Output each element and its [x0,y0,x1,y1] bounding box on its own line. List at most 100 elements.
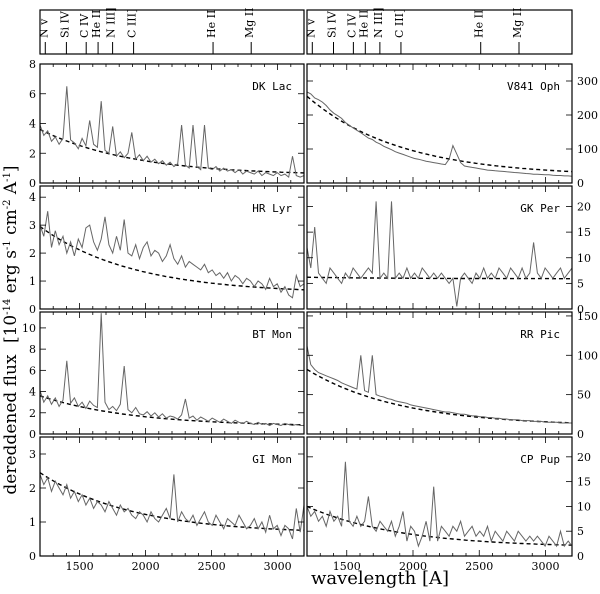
y-tick-label: 3 [29,448,36,461]
line-id-label: C III] [126,9,139,38]
line-id-label: C IV [345,13,358,38]
y-tick-label: 8 [29,58,36,71]
y-tick-label: 50 [577,389,591,402]
panel-v841-oph: 0 100 200 300 V841 Oph [306,63,598,190]
spectrum-line [40,474,304,540]
star-name: GK Per [520,202,560,215]
line-id-label: He II [357,10,370,38]
x-tick-label: 2000 [132,560,160,573]
y-tick-label: 2 [29,407,36,420]
x-tick-label: 1500 [333,560,361,573]
x-tick-label: 2500 [198,560,226,573]
line-id-label: He II [473,10,486,38]
star-name: GI Mon [252,453,292,466]
spectrum-line [307,461,572,548]
x-tick-label: 1500 [66,560,94,573]
line-id-frame [306,9,573,55]
y-tick-label: 0 [577,550,584,563]
y-tick-label: 2 [29,247,36,260]
y-tick-label: 6 [29,364,36,377]
y-tick-label: 10 [577,252,591,265]
y-tick-label: 15 [577,476,591,489]
y-tick-label: 8 [29,343,36,356]
star-name: HR Lyr [252,202,292,215]
line-id-label: He II [205,10,218,38]
spectrum-line [307,91,572,177]
y-tick-label: 15 [577,226,591,239]
y-tick-label: 0 [29,550,36,563]
line-id-label: Si IV [58,10,71,38]
y-tick-label: 4 [29,386,36,399]
line-id-label: N v [37,18,50,38]
y-tick-label: 0 [577,428,584,441]
panel-cp-pup: 1500 2000 2500 3000 0 5 10 15 20 CP Pup [306,436,591,573]
panel-bt-mon: 0 2 4 6 8 10 BT Mon [22,311,305,441]
line-id-label: He II [90,10,103,38]
y-tick-label: 0 [29,177,36,190]
x-tick-label: 2000 [399,560,427,573]
model-curve [307,95,572,173]
model-curve [40,395,304,426]
x-tick-label: 3000 [532,560,560,573]
y-tick-label: 0 [577,303,584,316]
y-tick-label: 10 [22,322,36,335]
y-tick-label: 4 [29,118,36,131]
x-axis-label: wavelength [A] [311,568,449,589]
star-name: DK Lac [252,80,292,93]
star-name: CP Pup [520,453,560,466]
spectrum-line [40,313,304,427]
line-id-label: N III] [372,8,385,38]
panel-gk-per: 0 5 10 15 20 GK Per [306,185,591,316]
panel-rr-pic: 0 50 100 150 RR Pic [306,310,598,441]
line-id-label: Mg II [511,8,524,39]
star-name: V841 Oph [507,80,560,93]
model-curve [307,276,572,280]
star-name: BT Mon [252,328,292,341]
y-tick-label: 3 [29,219,36,232]
y-tick-label: 10 [577,500,591,513]
spectrum-line [40,86,304,179]
x-tick-label: 3000 [264,560,292,573]
spectrum-line [307,201,572,307]
y-tick-label: 0 [29,428,36,441]
y-tick-label: 0 [577,177,584,190]
model-curve [307,505,572,546]
x-tick-label: 2500 [465,560,493,573]
star-name: RR Pic [520,328,560,341]
y-tick-label: 2 [29,147,36,160]
line-id-label: N v [304,18,317,38]
y-tick-label: 20 [577,451,591,464]
y-tick-label: 100 [577,349,598,362]
panel-gi-mon: 1500 2000 2500 3000 0 1 2 3 GI Mon [29,436,305,573]
line-id-label: C IV [78,13,91,38]
line-id-label: C III] [393,9,406,38]
y-tick-label: 20 [577,201,591,214]
y-tick-label: 300 [577,75,598,88]
panel-hr-lyr: 0 1 2 3 4 HR Lyr [29,185,305,316]
y-tick-label: 4 [29,191,36,204]
line-id-label: Mg II [243,7,256,38]
y-tick-label: 150 [577,310,598,323]
y-tick-label: 0 [29,303,36,316]
line-id-label: Si IV [326,10,339,38]
axis-labels: dereddened flux [10-14 erg s-1 cm-2 A-1]… [1,165,449,589]
model-curve [307,368,572,424]
y-tick-label: 6 [29,88,36,101]
y-tick-label: 1 [29,275,36,288]
model-curve [40,472,304,532]
spectrum-line [307,345,572,424]
y-tick-label: 5 [577,525,584,538]
y-axis-label: dereddened flux [10-14 erg s-1 cm-2 A-1] [1,165,21,494]
line-id-label: N III] [105,8,118,38]
y-tick-label: 100 [577,143,598,156]
y-tick-label: 5 [577,277,584,290]
y-tick-label: 200 [577,109,598,122]
y-tick-label: 1 [29,516,36,529]
model-curve [40,225,304,291]
panel-dk-lac: 0 2 4 6 8 DK Lac [29,58,305,190]
